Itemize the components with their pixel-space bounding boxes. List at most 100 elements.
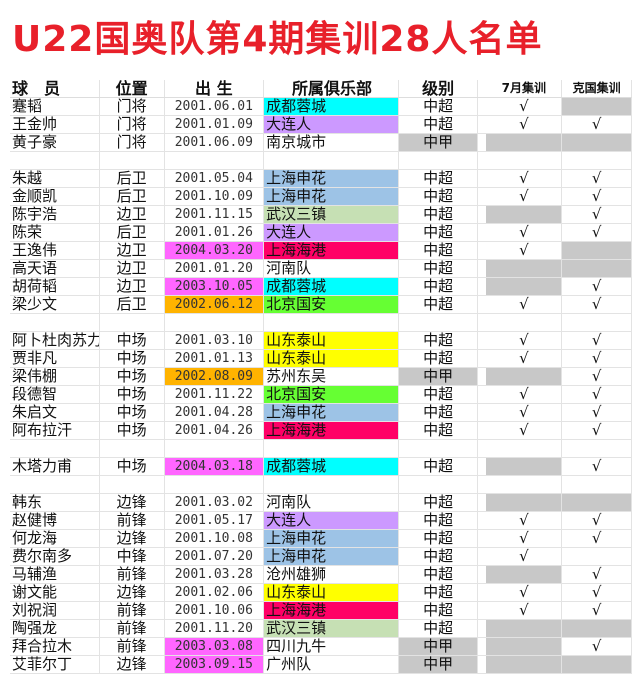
empty-cell	[562, 314, 632, 331]
header-level: 级别	[399, 80, 479, 97]
croatia-camp-cell: √	[562, 602, 632, 619]
empty-cell	[100, 476, 165, 493]
table-row: 段德智 中场 2001.11.22 北京国安 中超 √ √	[10, 386, 632, 404]
club-cell: 广州队	[264, 656, 399, 673]
player-name-cell: 艾菲尔丁	[10, 656, 100, 673]
july-camp-cell: √	[486, 530, 563, 547]
position-cell: 中场	[100, 350, 165, 367]
croatia-camp-cell: √	[562, 224, 632, 241]
club-cell: 南京城市	[264, 134, 399, 151]
table-row: 高天语 边卫 2001.01.20 河南队 中超	[10, 260, 632, 278]
level-cell: 中超	[399, 404, 479, 421]
club-cell: 山东泰山	[264, 584, 399, 601]
croatia-camp-cell	[562, 548, 632, 565]
croatia-camp-cell	[562, 242, 632, 259]
club-cell: 上海海港	[264, 422, 399, 439]
position-cell: 边卫	[100, 206, 165, 223]
position-cell: 边卫	[100, 260, 165, 277]
level-cell: 中甲	[398, 368, 479, 385]
table-row: 马辅渔 前锋 2001.03.28 沧州雄狮 中超 √	[10, 566, 632, 584]
club-cell: 大连人	[264, 116, 399, 133]
croatia-camp-cell: √	[562, 116, 632, 133]
empty-cell	[562, 476, 632, 493]
player-name-cell: 木塔力甫	[10, 458, 100, 475]
level-cell: 中超	[399, 548, 479, 565]
club-cell: 上海申花	[264, 170, 399, 187]
table-row: 陶强龙 前锋 2001.11.20 武汉三镇 中超	[10, 620, 632, 638]
club-cell: 上海海港	[264, 242, 399, 259]
birth-date-cell: 2001.01.09	[165, 116, 265, 133]
birth-date-cell: 2001.01.13	[165, 350, 265, 367]
croatia-camp-cell: √	[562, 404, 632, 421]
croatia-camp-cell: √	[562, 350, 632, 367]
table-row: 何龙海 边锋 2001.10.08 上海申花 中超 √ √	[10, 530, 632, 548]
croatia-camp-cell: √	[562, 566, 632, 583]
table-row: 王金帅 门将 2001.01.09 大连人 中超 √ √	[10, 116, 632, 134]
club-cell: 山东泰山	[264, 332, 399, 349]
croatia-camp-cell: √	[562, 206, 632, 223]
july-camp-cell	[486, 134, 563, 151]
level-cell: 中超	[399, 242, 479, 259]
position-cell: 边卫	[100, 242, 165, 259]
table-row: 谢文能 边锋 2001.02.06 山东泰山 中超 √ √	[10, 584, 632, 602]
july-camp-cell	[486, 494, 563, 511]
position-cell: 中场	[100, 386, 165, 403]
empty-cell	[264, 476, 399, 493]
july-camp-cell: √	[486, 584, 563, 601]
position-cell: 中锋	[100, 548, 165, 565]
player-name-cell: 蹇韬	[10, 98, 100, 115]
birth-date-cell: 2001.03.02	[165, 494, 265, 511]
croatia-camp-cell: √	[562, 368, 632, 385]
club-cell: 成都蓉城	[264, 98, 399, 115]
player-name-cell: 谢文能	[10, 584, 100, 601]
position-cell: 前锋	[100, 512, 165, 529]
position-cell: 中场	[100, 332, 165, 349]
position-cell: 后卫	[100, 296, 165, 313]
level-cell: 中甲	[398, 638, 479, 655]
croatia-camp-cell	[562, 620, 632, 637]
table-row: 韩东 边锋 2001.03.02 河南队 中超	[10, 494, 632, 512]
position-cell: 边卫	[100, 278, 165, 295]
player-name-cell: 金顺凯	[10, 188, 100, 205]
empty-cell	[399, 476, 479, 493]
empty-cell	[264, 314, 399, 331]
table-row: 王逸伟 边卫 2004.03.20 上海海港 中超 √	[10, 242, 632, 260]
table-row: 费尔南多 中锋 2001.07.20 上海申花 中超 √	[10, 548, 632, 566]
level-cell: 中超	[399, 260, 479, 277]
position-cell: 后卫	[100, 224, 165, 241]
club-cell: 大连人	[264, 224, 399, 241]
croatia-camp-cell: √	[562, 458, 632, 475]
birth-date-cell: 2001.10.08	[165, 530, 265, 547]
birth-date-cell: 2001.11.22	[165, 386, 265, 403]
club-cell: 山东泰山	[264, 350, 399, 367]
player-name-cell: 陈荣	[10, 224, 100, 241]
empty-cell	[100, 440, 165, 457]
club-cell: 沧州雄狮	[264, 566, 399, 583]
table-row: 梁伟棚 中场 2002.08.09 苏州东吴 中甲 √	[10, 368, 632, 386]
club-cell: 上海申花	[264, 404, 399, 421]
croatia-camp-cell: √	[562, 584, 632, 601]
spacer-row	[10, 476, 632, 494]
level-cell: 中超	[399, 206, 479, 223]
birth-date-cell: 2001.07.20	[165, 548, 265, 565]
level-cell: 中超	[399, 566, 479, 583]
july-camp-cell: √	[486, 332, 563, 349]
table-row: 蹇韬 门将 2001.06.01 成都蓉城 中超 √	[10, 98, 632, 116]
club-cell: 北京国安	[264, 386, 399, 403]
position-cell: 边锋	[100, 530, 165, 547]
july-camp-cell	[486, 458, 563, 475]
empty-cell	[562, 152, 632, 169]
birth-date-cell: 2001.11.20	[165, 620, 265, 637]
position-cell: 后卫	[100, 170, 165, 187]
july-camp-cell	[486, 620, 563, 637]
july-camp-cell	[486, 656, 563, 673]
july-camp-cell	[486, 206, 563, 223]
empty-cell	[399, 152, 479, 169]
july-camp-cell: √	[486, 386, 563, 403]
level-cell: 中超	[399, 224, 479, 241]
spacer-row	[10, 440, 632, 458]
july-camp-cell	[486, 278, 563, 295]
club-cell: 北京国安	[264, 296, 399, 313]
empty-cell	[100, 314, 165, 331]
position-cell: 前锋	[100, 638, 165, 655]
